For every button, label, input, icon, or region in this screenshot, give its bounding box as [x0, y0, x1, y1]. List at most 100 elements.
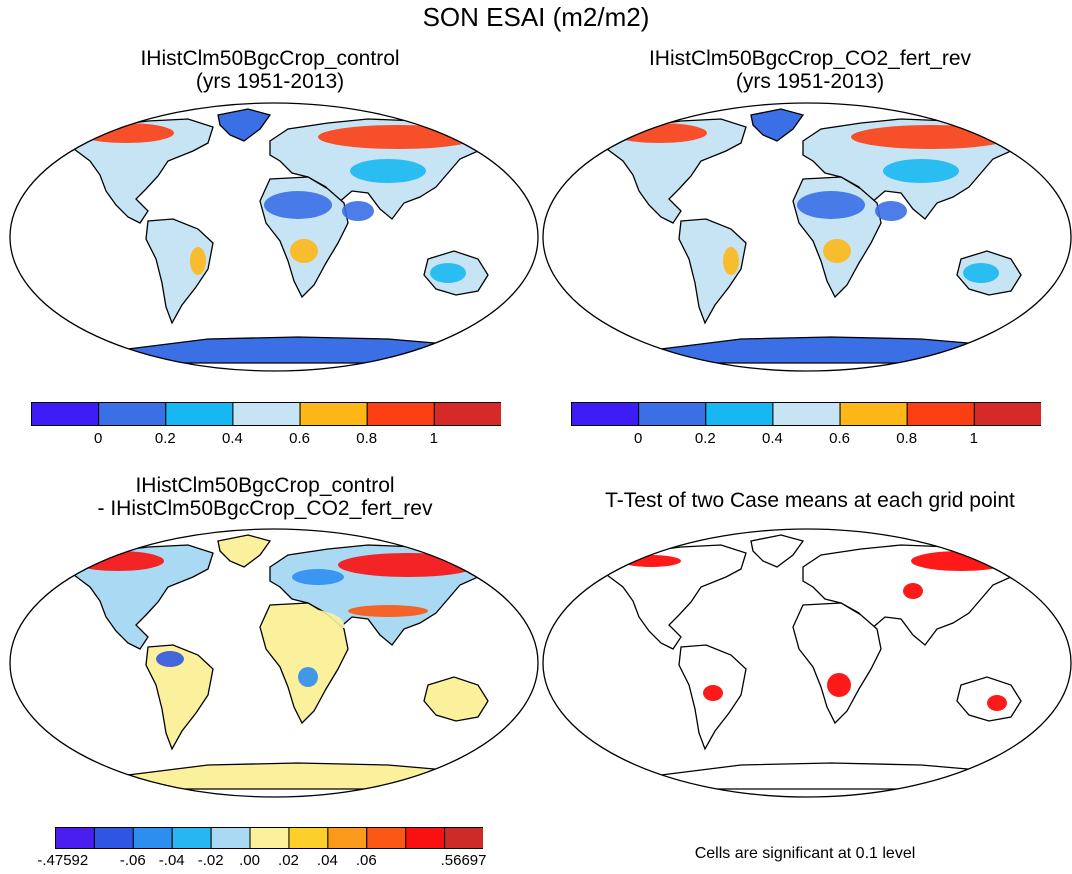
land-greenland	[750, 534, 805, 568]
africa-south-patch	[290, 239, 318, 263]
land-greenland	[217, 534, 272, 568]
panel-title-control: IHistClm50BgcCrop_control (yrs 1951-2013…	[40, 47, 500, 93]
sahara-patch	[264, 609, 344, 641]
sig-na	[621, 555, 681, 567]
colorbar-box	[232, 402, 301, 426]
map-svg-difference	[9, 528, 539, 798]
europe-blue-patch	[292, 569, 344, 585]
colorbar-co2: 0 0.2 0.4 0.6 0.8 1	[571, 402, 1041, 447]
colorbar-tick-label: 0.8	[896, 430, 918, 447]
map-svg-co2	[542, 102, 1072, 372]
colorbar-box	[299, 402, 368, 426]
central-asia-patch	[350, 159, 426, 183]
map-content	[69, 108, 490, 364]
colorbar-tick-label: 0.2	[694, 430, 716, 447]
land-antarctica	[100, 762, 480, 790]
colorbar-box	[638, 402, 707, 426]
colorbar-tick-label: -.47592	[37, 852, 89, 869]
sahara-patch	[797, 191, 865, 219]
land-greenland	[217, 108, 272, 142]
panel-title-difference: IHistClm50BgcCrop_control - IHistClm50Bg…	[30, 474, 500, 520]
colorbar-tick-label: .06	[355, 852, 377, 869]
colorbar-box	[210, 827, 251, 849]
main-title: SON ESAI (m2/m2)	[422, 2, 650, 32]
map-control	[8, 101, 540, 373]
colorbar-box	[906, 402, 975, 426]
colorbar-box	[405, 827, 446, 849]
arabia-patch	[342, 201, 374, 221]
map-content	[69, 534, 490, 790]
sig-africa	[827, 673, 851, 697]
colorbar-control-boxes	[31, 402, 501, 426]
panel-title-line2: (yrs 1951-2013)	[195, 70, 345, 93]
sa-east-patch	[190, 247, 206, 275]
map-content	[602, 534, 1023, 790]
colorbar-box	[327, 827, 368, 849]
colorbar-tick-label: 0	[93, 430, 103, 447]
map-difference	[8, 527, 540, 799]
colorbar-tick-label: 0.4	[761, 430, 783, 447]
colorbar-box	[171, 827, 212, 849]
colorbar-difference: -.47592 -.06 -.04 -.02 .00 .02 .04 .06 .56697	[37, 827, 486, 869]
boreal-patch-na	[72, 551, 164, 571]
colorbar-tick-label: -.02	[197, 852, 224, 869]
land-antarctica	[633, 762, 1013, 790]
central-asia-patch	[883, 159, 959, 183]
colorbar-box	[366, 402, 435, 426]
colorbar-tick-label: .04	[316, 852, 338, 869]
colorbar-tick-label: 1	[969, 430, 979, 447]
arabia-patch	[875, 201, 907, 221]
colorbar-tick-label: 0.6	[829, 430, 850, 447]
land-antarctica	[100, 336, 480, 364]
australia-patch	[963, 263, 999, 283]
map-border	[542, 102, 1072, 372]
panel-title-line1: T-Test of two Case means at each grid po…	[605, 489, 1015, 512]
land-africa	[792, 602, 882, 725]
boreal-patch-eu	[338, 553, 478, 577]
map-border	[9, 102, 539, 372]
panel-title-co2: IHistClm50BgcCrop_CO2_fert_rev (yrs 1951…	[575, 47, 1045, 93]
map-svg-ttest	[542, 528, 1072, 798]
colorbar-tick-label: .56697	[440, 852, 487, 869]
colorbar-tick-label: 1	[429, 430, 439, 447]
sig-australia	[987, 695, 1007, 711]
map-border	[9, 528, 539, 798]
land-greenland	[750, 108, 805, 142]
sahara-patch	[264, 191, 332, 219]
colorbar-tick-label: -.06	[119, 852, 146, 869]
colorbar-box	[31, 402, 100, 426]
colorbar-tick-label: -.04	[158, 852, 185, 869]
land-south-america	[145, 218, 214, 325]
land-south-america	[145, 644, 214, 751]
significance-note: Cells are significant at 0.1 level	[694, 845, 916, 862]
map-svg-control	[9, 102, 539, 372]
colorbar-box	[98, 402, 167, 426]
boreal-patch-eu	[851, 125, 1011, 149]
colorbar-tick-label: 0	[633, 430, 643, 447]
colorbar-box	[444, 827, 483, 849]
land-north-america	[602, 118, 747, 224]
colorbar-box	[288, 827, 329, 849]
land-north-america	[69, 118, 214, 224]
colorbar-control: 0 0.2 0.4 0.6 0.8 1	[31, 402, 501, 447]
colorbar-tick-label: .00	[239, 852, 260, 869]
land-antarctica	[633, 336, 1013, 364]
boreal-patch-eu	[318, 125, 478, 149]
colorbar-tick-label: 0.4	[221, 430, 243, 447]
land-australia	[423, 676, 489, 722]
colorbar-box	[839, 402, 908, 426]
map-content	[602, 108, 1023, 364]
colorbar-box	[249, 827, 290, 849]
colorbar-box	[772, 402, 841, 426]
sig-sa	[703, 685, 723, 701]
land-north-america	[69, 544, 214, 650]
colorbar-co2-boxes	[571, 402, 1041, 426]
colorbar-box	[433, 402, 501, 426]
panel-title-line2: (yrs 1951-2013)	[735, 70, 885, 93]
sig-asia	[903, 583, 923, 599]
asia-band-patch	[348, 605, 428, 617]
colorbar-tick-label: 0.8	[356, 430, 378, 447]
panel-title-line1: IHistClm50BgcCrop_control	[140, 47, 400, 70]
map-co2	[541, 101, 1072, 373]
colorbar-difference-boxes	[55, 827, 483, 849]
